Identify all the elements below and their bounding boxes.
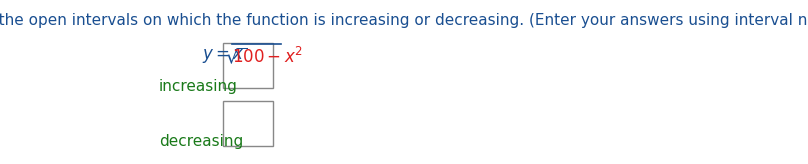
FancyBboxPatch shape bbox=[223, 43, 273, 88]
Text: $\sqrt{\,}$: $\sqrt{\,}$ bbox=[225, 47, 247, 67]
Text: Identify the open intervals on which the function is increasing or decreasing. (: Identify the open intervals on which the… bbox=[0, 13, 808, 28]
Text: increasing: increasing bbox=[159, 79, 238, 94]
Text: decreasing: decreasing bbox=[159, 134, 243, 149]
FancyBboxPatch shape bbox=[223, 101, 273, 146]
Text: $y = x$: $y = x$ bbox=[202, 47, 245, 64]
Text: $100 - x^2$: $100 - x^2$ bbox=[232, 47, 303, 67]
